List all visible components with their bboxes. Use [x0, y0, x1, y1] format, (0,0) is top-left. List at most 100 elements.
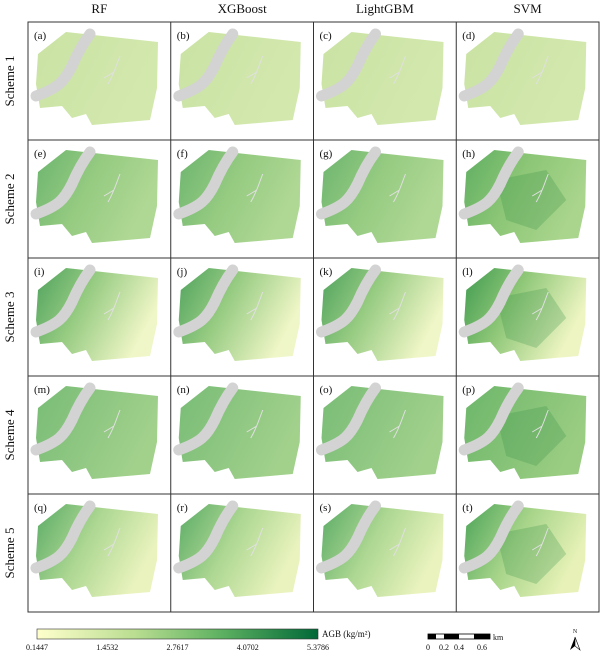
stream [103, 527, 121, 557]
stream [389, 409, 406, 439]
map-area [178, 268, 301, 361]
map-panel: (h) [458, 146, 587, 243]
map-area [321, 150, 444, 243]
river [458, 146, 524, 220]
panel-label: (f) [177, 148, 188, 160]
panel-label: (q) [34, 502, 47, 514]
river [458, 382, 524, 456]
map-panel: (k) [316, 264, 444, 361]
map-area [178, 32, 301, 125]
row-label: Scheme 5 [2, 528, 17, 579]
stream [103, 291, 121, 321]
map-area [36, 504, 158, 597]
river [173, 500, 239, 574]
panel-label: (c) [320, 30, 333, 42]
river [316, 500, 381, 574]
stream [246, 527, 264, 557]
river [30, 28, 96, 102]
map-area [178, 504, 301, 597]
panel-label: (h) [462, 148, 475, 160]
river [30, 500, 96, 574]
map-area [36, 150, 158, 243]
river [316, 146, 381, 220]
map-area [36, 32, 158, 125]
stream [531, 527, 549, 557]
panel-label: (k) [320, 266, 333, 278]
map-area [464, 386, 587, 479]
map-area [178, 150, 301, 243]
map-area [464, 504, 587, 597]
stream [531, 291, 549, 321]
north-label: N [573, 629, 578, 635]
river [316, 28, 381, 102]
map-panel: (o) [316, 382, 444, 479]
stream [246, 409, 264, 439]
map-panel: (l) [458, 264, 587, 361]
scale-tick-label: 0.4 [454, 643, 464, 652]
colorbar-tick-label: 4.0702 [237, 643, 259, 652]
river [173, 264, 239, 338]
panel-label: (g) [320, 148, 333, 160]
map-panel: (d) [458, 28, 587, 125]
stream [103, 409, 121, 439]
colorbar [36, 628, 319, 640]
colorbar-tick-label: 0.1447 [26, 643, 48, 652]
scale-tick-label: 0.6 [477, 643, 487, 652]
stream [389, 173, 406, 203]
map-shade [496, 406, 567, 466]
stream [389, 527, 406, 557]
stream [389, 55, 406, 85]
map-area [321, 268, 444, 361]
row-label: Scheme 1 [2, 56, 17, 107]
stream [103, 173, 121, 203]
map-area [321, 386, 444, 479]
river [458, 28, 524, 102]
map-panel: (e) [30, 146, 158, 243]
panel-label: (p) [462, 384, 475, 396]
map-area [36, 268, 158, 361]
map-area [321, 32, 444, 125]
map-panel: (j) [173, 264, 301, 361]
column-header: RF [91, 1, 107, 16]
map-panel: (n) [173, 382, 301, 479]
stream [389, 291, 406, 321]
map-area [464, 268, 587, 361]
map-area [464, 32, 587, 125]
panel-label: (d) [462, 30, 475, 42]
river [458, 264, 524, 338]
panel-label: (m) [34, 384, 50, 396]
map-panel: (q) [30, 500, 158, 597]
panel-label: (b) [177, 30, 190, 42]
map-area [178, 386, 301, 479]
map-panel: (c) [316, 28, 444, 125]
panel-label: (a) [34, 30, 47, 42]
column-header: SVM [514, 1, 543, 16]
map-panel: (a) [30, 28, 158, 125]
column-header: LightGBM [356, 1, 414, 16]
row-label: Scheme 4 [2, 409, 17, 460]
stream [246, 173, 264, 203]
map-panel: (r) [173, 500, 301, 597]
map-shade [496, 170, 567, 230]
stream [103, 55, 121, 85]
river [30, 264, 96, 338]
river [316, 264, 381, 338]
panel-label: (s) [320, 502, 332, 514]
panel-label: (o) [320, 384, 333, 396]
river [173, 146, 239, 220]
stream [246, 291, 264, 321]
panel-label: (j) [177, 266, 188, 278]
scale-unit: km [493, 633, 504, 642]
map-panel: (m) [30, 382, 158, 479]
river [30, 146, 96, 220]
river [30, 382, 96, 456]
map-shade [496, 288, 567, 348]
panel-label: (t) [462, 502, 473, 514]
panel-label: (e) [34, 148, 47, 160]
map-panel: (s) [316, 500, 444, 597]
river [316, 382, 381, 456]
panel-label: (l) [462, 266, 473, 278]
map-panel: (t) [458, 500, 587, 597]
colorbar-tick-label: 1.4532 [96, 643, 118, 652]
